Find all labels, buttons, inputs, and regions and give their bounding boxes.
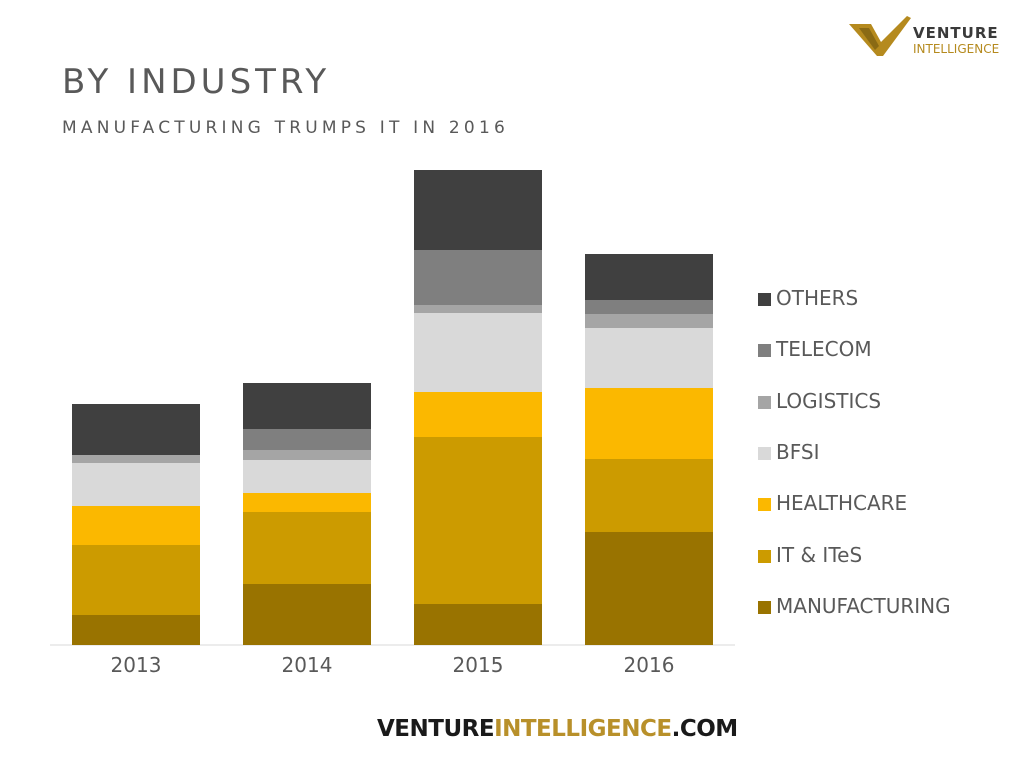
bar-segment-2014-bfsi: [243, 460, 371, 493]
legend-label-bfsi: BFSI: [776, 439, 820, 464]
bar-segment-2016-healthcare: [585, 388, 713, 459]
bar-segment-2016-logistics: [585, 314, 713, 328]
legend-swatch-it-ites: [758, 549, 771, 563]
bar-segment-2014-telecom: [243, 429, 371, 450]
logo-word-venture: VENTURE: [913, 24, 999, 42]
bar-segment-2015-bfsi: [414, 313, 542, 392]
legend-swatch-manufacturing: [758, 600, 771, 614]
page-title: BY INDUSTRY: [62, 62, 331, 102]
bar-segment-2013-logistics: [72, 455, 200, 463]
bar-segment-2015-manufacturing: [414, 604, 542, 645]
legend-swatch-bfsi: [758, 446, 771, 460]
bar-segment-2013-healthcare: [72, 506, 200, 545]
x-tick-label-2016: 2016: [624, 653, 675, 677]
legend-swatch-healthcare: [758, 498, 771, 512]
venture-intelligence-logo: VENTURE INTELLIGENCE: [849, 12, 1017, 58]
legend-label-others: OTHERS: [776, 286, 859, 310]
bar-segment-2013-it-ites: [72, 545, 200, 615]
bar-segment-2014-manufacturing: [243, 584, 371, 645]
bar-segment-2015-telecom: [414, 250, 542, 305]
bar-segment-2015-it-ites: [414, 437, 542, 604]
venture-intelligence-v-logo-icon: [849, 16, 911, 56]
footer-brand-part2: INTELLIGENCE: [494, 716, 672, 742]
legend-swatch-others: [758, 293, 771, 306]
bar-segment-2015-others: [414, 170, 542, 250]
bar-segment-2014-it-ites: [243, 512, 371, 584]
bar-segment-2013-bfsi: [72, 463, 200, 506]
bar-segment-2014-others: [243, 383, 371, 429]
page-subtitle: MANUFACTURING TRUMPS IT IN 2016: [62, 118, 509, 138]
legend-swatch-logistics: [758, 395, 771, 409]
legend-label-manufacturing: MANUFACTURING: [776, 593, 951, 618]
bar-segment-2016-it-ites: [585, 459, 713, 532]
bar-segment-2013-others: [72, 404, 200, 455]
bar-segment-2016-others: [585, 254, 713, 300]
bar-segment-2015-logistics: [414, 305, 542, 313]
footer-brand-part3: .COM: [671, 716, 739, 742]
x-tick-label-2015: 2015: [453, 653, 504, 677]
legend-label-logistics: LOGISTICS: [776, 388, 882, 413]
legend-label-telecom: TELECOM: [776, 337, 872, 362]
legend-label-healthcare: HEALTHCARE: [776, 491, 908, 516]
footer-brand: VENTUREINTELLIGENCE.COM: [377, 716, 738, 742]
logo-word-intelligence: INTELLIGENCE: [913, 42, 1000, 56]
legend-label-it-ites: IT & ITeS: [776, 542, 863, 567]
bar-segment-2013-manufacturing: [72, 615, 200, 645]
x-tick-label-2013: 2013: [111, 653, 162, 677]
bar-segment-2014-logistics: [243, 450, 371, 460]
legend-swatch-telecom: [758, 344, 771, 358]
x-tick-label-2014: 2014: [282, 653, 333, 677]
bar-segment-2015-healthcare: [414, 392, 542, 437]
bar-segment-2014-healthcare: [243, 493, 371, 512]
bar-segment-2016-manufacturing: [585, 532, 713, 645]
bar-segment-2016-bfsi: [585, 328, 713, 388]
footer-brand-part1: VENTURE: [377, 716, 495, 742]
bar-segment-2016-telecom: [585, 300, 713, 314]
